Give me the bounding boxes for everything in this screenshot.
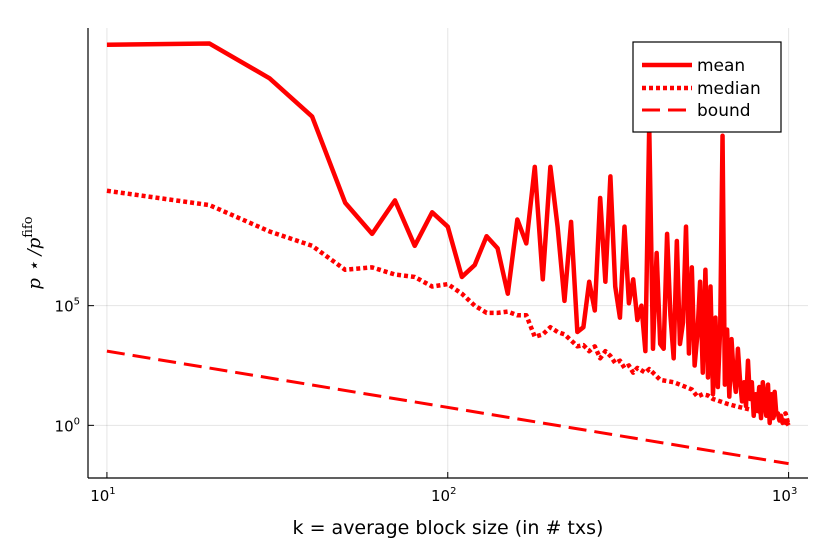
series-line-bound [106,349,789,466]
series-line-median [106,188,791,426]
series-group [106,41,791,466]
y-tick-exp: 0 [74,416,80,427]
x-tick-exp: 2 [450,486,456,497]
y-axis-label: p ⋆ /pfifo [21,216,45,289]
x-tick-base: 10 [772,487,791,505]
y-axis-label-sup: fifo [21,216,36,237]
x-tick-label: 102 [431,486,456,505]
x-tick-base: 10 [90,487,109,505]
y-tick-base: 10 [55,298,74,316]
y-axis-label-base: p ⋆ /p [24,237,45,289]
x-tick-label: 103 [772,486,797,505]
x-axis-label: k = average block size (in # txs) [293,517,604,539]
legend: mean median bound [632,41,782,133]
y-tick-exp: 5 [74,297,80,308]
x-tick-exp: 1 [109,486,115,497]
grid [88,28,808,478]
legend-label-bound: bound [697,101,751,121]
x-tick-label: 101 [90,486,115,505]
x-tick-base: 10 [431,487,450,505]
legend-label-median: median [697,79,761,99]
y-tick-base: 10 [55,417,74,435]
series-line-mean [106,41,791,427]
legend-label-mean: mean [697,56,745,76]
x-tick-exp: 3 [791,486,797,497]
y-tick-label: 105 [55,297,80,316]
y-tick-label: 100 [55,416,80,435]
